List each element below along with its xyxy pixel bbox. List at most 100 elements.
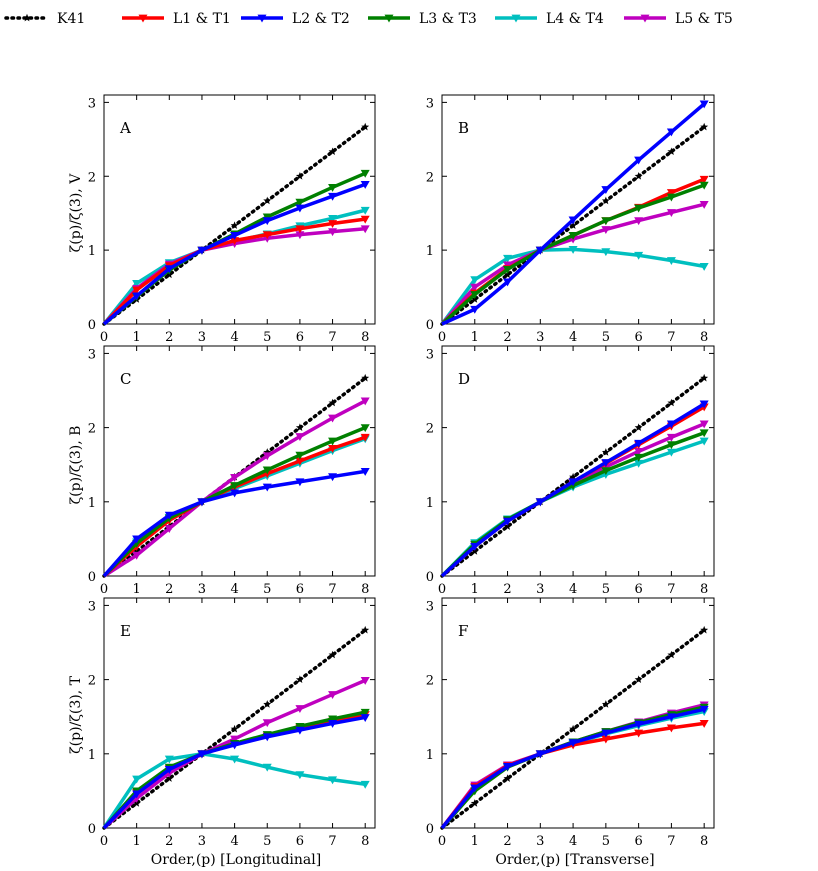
data-point [262, 231, 272, 240]
data-point [535, 246, 545, 255]
x-tick-label: 4 [569, 834, 577, 849]
y-tick-label: 1 [88, 748, 96, 763]
legend-item-k41: K41 [4, 11, 85, 27]
y-tick-label: 0 [88, 570, 96, 585]
x-tick-label: 2 [165, 330, 173, 345]
data-point [230, 231, 240, 240]
x-tick-label: 4 [230, 330, 238, 345]
data-point [601, 196, 610, 205]
y-tick-label: 2 [88, 422, 96, 437]
data-point [360, 676, 370, 685]
y-tick-label: 0 [88, 822, 96, 837]
data-point [634, 156, 644, 165]
data-point [295, 198, 305, 207]
data-point [328, 473, 338, 482]
data-point [569, 472, 578, 481]
series-l1-and-t1 [440, 403, 709, 578]
data-point [503, 254, 513, 263]
data-point [470, 542, 480, 551]
data-point [666, 128, 676, 137]
data-point [699, 420, 709, 429]
y-tick-label: 1 [426, 244, 434, 259]
legend-marker [23, 13, 31, 22]
data-point [569, 221, 578, 229]
data-point [132, 547, 141, 555]
legend-item-l2-and-t2: L2 & T2 [241, 11, 350, 27]
data-point [230, 735, 240, 744]
x-tick-label: 7 [328, 330, 336, 345]
y-tick-label: 0 [426, 570, 434, 585]
data-point [360, 225, 370, 234]
x-tick-label: 4 [230, 834, 238, 849]
x-axis-label-transverse: Order,(p) [Transverse] [495, 852, 654, 868]
legend-item-l5-and-t5: L5 & T5 [624, 11, 733, 27]
data-point [360, 215, 370, 224]
series-line [102, 437, 366, 578]
y-tick-label: 1 [88, 244, 96, 259]
data-point [360, 424, 370, 433]
data-point [470, 291, 480, 299]
data-point [666, 441, 676, 450]
data-point [503, 270, 512, 279]
y-tick-label: 2 [426, 170, 434, 185]
data-point [470, 295, 479, 303]
x-tick-label: 3 [198, 834, 206, 849]
plot-frame [441, 345, 715, 577]
panel-d: 0 1 2 3 4 5 6 7 8 0 1 2 3 D [426, 345, 715, 597]
data-point [295, 225, 305, 234]
data-point [360, 206, 370, 215]
data-point [295, 451, 305, 460]
data-point [535, 750, 545, 759]
y-tick-label: 3 [88, 96, 96, 111]
x-tick-label: 0 [100, 582, 108, 597]
data-point [295, 231, 305, 240]
x-tick-label: 1 [471, 582, 479, 597]
data-point [666, 189, 676, 198]
y-tick-label: 1 [426, 496, 434, 511]
x-tick-label: 8 [361, 834, 369, 849]
data-point [360, 433, 370, 442]
legend-label: L2 & T2 [292, 11, 350, 27]
y-tick-label: 1 [88, 496, 96, 511]
plot-frame [103, 345, 376, 577]
data-point [132, 551, 142, 560]
data-point [666, 209, 676, 217]
data-point [699, 705, 709, 714]
x-tick-label: 4 [569, 582, 577, 597]
data-point [699, 437, 709, 446]
panel-c: 0 1 2 3 4 5 6 7 8 0 1 2 3 C [88, 345, 376, 597]
data-point [360, 708, 370, 717]
legend-label: L3 & T3 [419, 11, 477, 27]
data-point [634, 729, 644, 738]
data-point [634, 720, 644, 729]
y-tick-label: 3 [88, 599, 96, 614]
data-point [230, 473, 240, 482]
data-point [568, 231, 578, 240]
y-tick-label: 2 [426, 674, 434, 689]
x-tick-label: 5 [602, 582, 610, 597]
y-tick-label: 3 [88, 347, 96, 362]
y-tick-label: 3 [426, 96, 434, 111]
data-point [262, 719, 272, 728]
data-point [295, 771, 305, 780]
data-point [666, 193, 676, 202]
x-tick-label: 7 [667, 834, 675, 849]
data-point [601, 729, 611, 738]
data-point [132, 790, 142, 799]
data-point [328, 414, 338, 423]
x-tick-label: 0 [438, 582, 446, 597]
x-tick-label: 2 [503, 834, 511, 849]
x-tick-label: 8 [361, 582, 369, 597]
data-point [666, 420, 676, 429]
data-point [666, 257, 676, 265]
data-point [568, 216, 578, 225]
data-point [230, 482, 240, 490]
data-point [262, 217, 272, 226]
data-point [360, 397, 370, 406]
panel-e: 0 1 2 3 4 5 6 7 8 0 1 2 3 E [88, 597, 376, 849]
legend-label: L4 & T4 [546, 11, 604, 27]
y-axis-label-magnetic: ζ(p)/ζ(3), B [68, 426, 84, 505]
data-point [328, 437, 338, 446]
data-point [197, 498, 207, 507]
legend-label: K41 [57, 11, 85, 27]
